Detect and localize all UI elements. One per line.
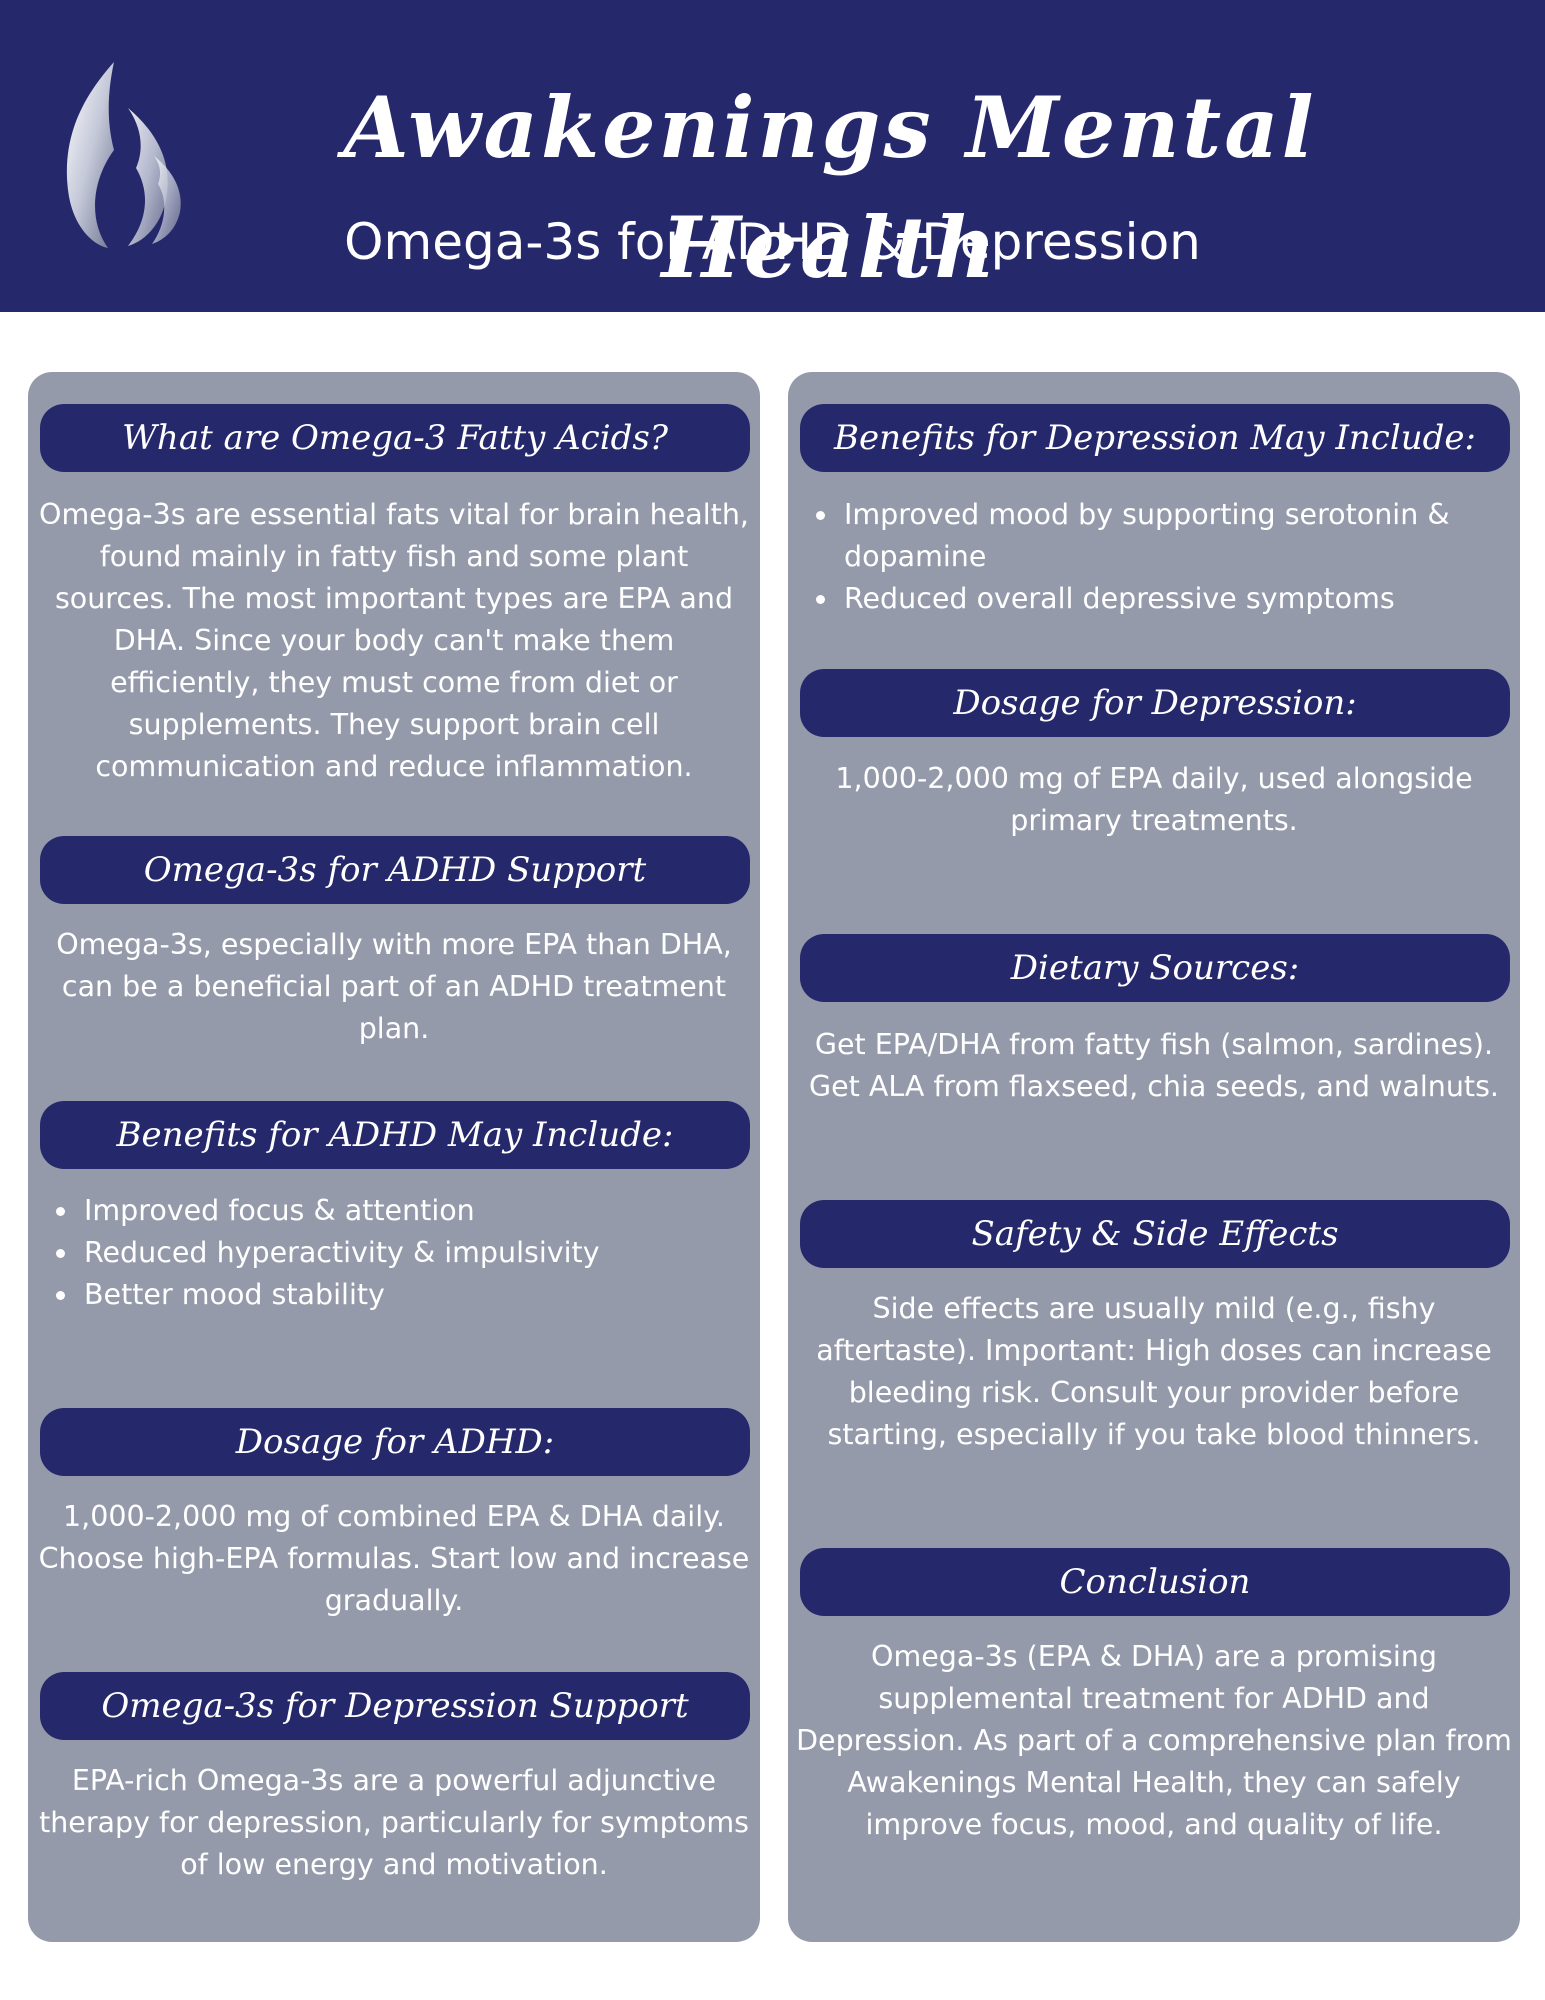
- section-heading-adhd-support: Omega-3s for ADHD Support: [40, 836, 750, 904]
- list-item: Reduced overall depressive symptoms: [816, 578, 1544, 620]
- flame-logo-icon: [66, 62, 181, 248]
- section-text-depression-dosage: 1,000-2,000 mg of EPA daily, used alongs…: [835, 762, 1473, 837]
- section-heading-depression-benefits: Benefits for Depression May Include:: [800, 404, 1510, 472]
- section-text-adhd-support: Omega-3s, especially with more EPA than …: [56, 928, 732, 1045]
- list-item: Reduced hyperactivity & impulsivity: [56, 1232, 784, 1274]
- list-item: Improved mood by supporting serotonin & …: [816, 494, 1544, 578]
- page-subtitle: Omega-3s for ADHD & Depression: [344, 213, 1201, 271]
- section-heading-dietary-sources: Dietary Sources:: [800, 934, 1510, 1002]
- section-heading-adhd-dosage: Dosage for ADHD:: [40, 1408, 750, 1476]
- brand-title: Awakenings Mental Health: [343, 78, 1317, 297]
- section-text-safety: Side effects are usually mild (e.g., fis…: [816, 1292, 1492, 1451]
- header-banner: Awakenings Mental Health Omega-3s for AD…: [0, 0, 1545, 312]
- section-text-dietary-sources: Get EPA/DHA from fatty fish (salmon, sar…: [809, 1028, 1499, 1103]
- left-panel: What are Omega-3 Fatty Acids? Omega-3s a…: [28, 372, 760, 1942]
- section-text-conclusion: Omega-3s (EPA & DHA) are a promising sup…: [796, 1640, 1512, 1841]
- list-item: Better mood stability: [56, 1274, 784, 1316]
- section-heading-adhd-benefits: Benefits for ADHD May Include:: [40, 1101, 750, 1169]
- section-heading-depression-support: Omega-3s for Depression Support: [40, 1672, 750, 1740]
- depression-benefits-list: Improved mood by supporting serotonin & …: [800, 494, 1544, 620]
- section-text-depression-support: EPA-rich Omega-3s are a powerful adjunct…: [39, 1764, 749, 1881]
- right-panel: Benefits for Depression May Include: Imp…: [788, 372, 1520, 1942]
- adhd-benefits-list: Improved focus & attention Reduced hyper…: [40, 1190, 784, 1316]
- section-heading-omega3-definition: What are Omega-3 Fatty Acids?: [40, 404, 750, 472]
- section-text-omega3-definition: Omega-3s are essential fats vital for br…: [39, 498, 749, 783]
- section-heading-safety: Safety & Side Effects: [800, 1200, 1510, 1268]
- section-heading-conclusion: Conclusion: [800, 1548, 1510, 1616]
- section-text-adhd-dosage: 1,000-2,000 mg of combined EPA & DHA dai…: [38, 1500, 750, 1617]
- section-heading-depression-dosage: Dosage for Depression:: [800, 669, 1510, 737]
- list-item: Improved focus & attention: [56, 1190, 784, 1232]
